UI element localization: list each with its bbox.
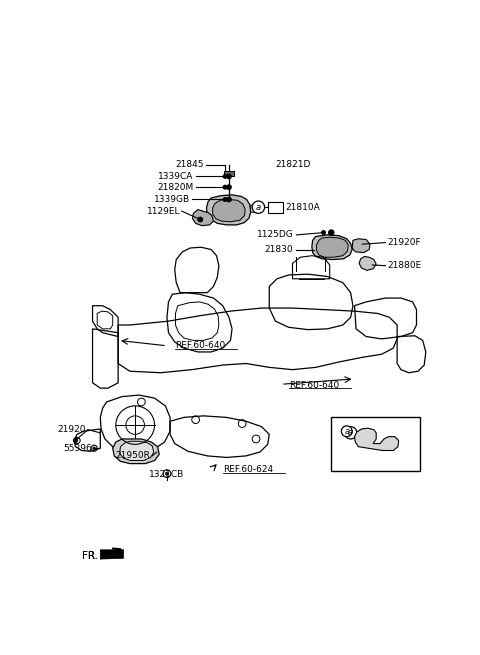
Text: 1129EL: 1129EL — [146, 206, 180, 215]
Circle shape — [93, 447, 95, 449]
Text: 1339GB: 1339GB — [154, 195, 190, 204]
Polygon shape — [192, 210, 214, 226]
Polygon shape — [355, 428, 399, 451]
Text: 21950R: 21950R — [116, 451, 151, 460]
Text: 21819B: 21819B — [364, 430, 398, 439]
Text: 1321CB: 1321CB — [149, 470, 185, 479]
Polygon shape — [100, 550, 123, 559]
Text: 1125DG: 1125DG — [257, 231, 294, 240]
Polygon shape — [312, 235, 352, 259]
Circle shape — [227, 174, 231, 179]
Text: 1339CA: 1339CA — [158, 172, 193, 181]
Circle shape — [198, 217, 202, 221]
Text: a: a — [344, 427, 349, 436]
Text: REF.60-640: REF.60-640 — [175, 341, 225, 350]
Text: 21820M: 21820M — [157, 183, 193, 192]
Text: 21920F: 21920F — [387, 238, 420, 247]
Circle shape — [73, 439, 77, 442]
Circle shape — [223, 198, 227, 202]
Circle shape — [198, 217, 203, 222]
Circle shape — [223, 185, 227, 189]
Text: REF.60-624: REF.60-624 — [223, 465, 273, 474]
Polygon shape — [359, 257, 376, 271]
Text: a: a — [256, 202, 261, 212]
Text: FR.: FR. — [82, 551, 98, 561]
Circle shape — [345, 426, 357, 439]
Polygon shape — [352, 239, 370, 253]
Text: FR.: FR. — [82, 551, 98, 561]
Polygon shape — [213, 200, 245, 222]
Polygon shape — [316, 237, 348, 257]
Polygon shape — [251, 203, 262, 213]
Polygon shape — [113, 439, 159, 464]
Text: 21821D: 21821D — [276, 160, 311, 170]
Circle shape — [166, 472, 168, 475]
Text: 21810A: 21810A — [286, 204, 320, 212]
Text: 21920: 21920 — [58, 425, 86, 434]
Text: 21880E: 21880E — [387, 261, 421, 271]
Polygon shape — [100, 550, 123, 559]
Text: 21830: 21830 — [264, 245, 292, 254]
Circle shape — [227, 197, 231, 202]
Text: 21845: 21845 — [175, 160, 204, 170]
Text: REF.60-640: REF.60-640 — [289, 381, 340, 390]
Circle shape — [223, 174, 227, 178]
Text: 55396: 55396 — [63, 443, 92, 453]
Bar — [331, 417, 420, 472]
Bar — [268, 202, 283, 213]
Circle shape — [252, 201, 264, 214]
Circle shape — [341, 426, 352, 437]
Circle shape — [328, 230, 334, 235]
Text: a: a — [348, 428, 353, 438]
Circle shape — [322, 231, 325, 234]
Polygon shape — [120, 441, 154, 460]
Polygon shape — [224, 171, 234, 176]
Polygon shape — [206, 195, 251, 225]
Circle shape — [227, 185, 231, 189]
